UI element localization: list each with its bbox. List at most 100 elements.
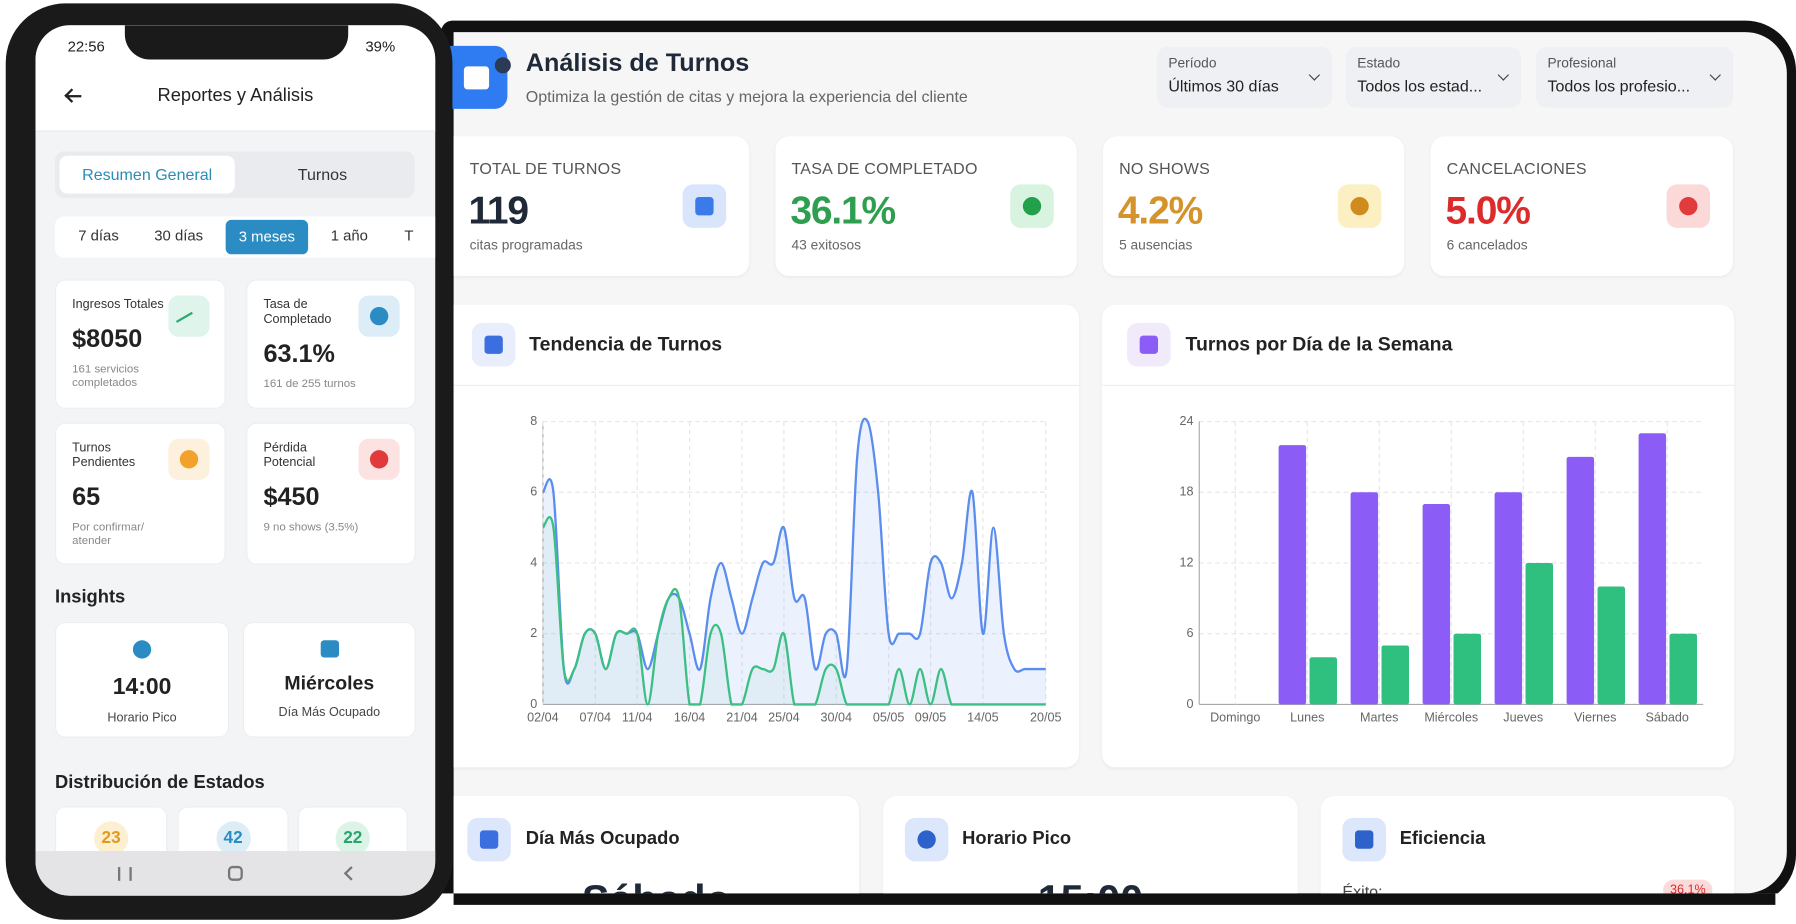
x-tick-label: 25/04	[768, 711, 799, 725]
stat-icon	[904, 817, 949, 862]
x-tick-label: Miércoles	[1424, 711, 1478, 725]
y-tick-label: 18	[1180, 485, 1194, 499]
x-tick-label: Lunes	[1290, 711, 1324, 725]
kpi-icon	[1666, 184, 1711, 228]
card-note: 9 no shows (3.5%)	[263, 521, 359, 534]
tab-active[interactable]: Resumen General	[59, 155, 235, 194]
kpi-note: 43 exitosos	[791, 237, 862, 254]
y-tick-label: 12	[1180, 555, 1194, 569]
icon-glyph	[479, 830, 499, 849]
bar	[1453, 633, 1482, 705]
card-label: Pérdida Potencial	[263, 440, 316, 470]
card-value: 65	[72, 482, 101, 511]
card-value: 63.1%	[263, 339, 335, 368]
x-tick-label: 14/05	[967, 711, 998, 725]
area	[542, 517, 1046, 705]
insight-card: Miércoles Día Más Ocupado	[242, 621, 416, 738]
bar	[1422, 504, 1451, 705]
nav-recent[interactable]	[117, 867, 132, 881]
kpi-label: TOTAL DE TURNOS	[469, 159, 622, 178]
section-title: Distribución de Estados	[54, 773, 265, 793]
insight-label: Día Más Ocupado	[278, 705, 381, 720]
summary-card: Turnos Pendientes 65 Por confirmar/ atende…	[54, 422, 226, 565]
icon-glyph	[369, 306, 389, 326]
icon-glyph	[1679, 197, 1698, 216]
section-title: Insights	[54, 587, 126, 608]
card-note: 161 de 255 turnos	[263, 377, 356, 391]
x-tick-label: 02/04	[527, 711, 558, 725]
kpi-note: citas programadas	[469, 237, 583, 254]
chart-title: Turnos por Día de la Semana	[1185, 333, 1453, 356]
insight-value: 14:00	[112, 674, 172, 700]
kpi-card: TASA DE COMPLETADO 36.1% 43 exitosos	[775, 136, 1077, 277]
insight-card: 14:00 Horario Pico	[54, 621, 230, 738]
notch	[124, 25, 349, 60]
stat-title: Eficiencia	[1399, 829, 1486, 849]
kpi-note: 6 cancelados	[1446, 237, 1528, 254]
tab[interactable]: Turnos	[297, 164, 348, 184]
period[interactable]: 1 año	[330, 226, 368, 244]
kpi-card: NO SHOWS 4.2% 5 ausencias	[1103, 136, 1405, 277]
kpi-value: 5.0%	[1445, 188, 1531, 233]
icon-glyph	[463, 66, 490, 90]
nav-home[interactable]	[227, 865, 243, 881]
icon-glyph	[1139, 335, 1159, 354]
y-tick-label: 4	[530, 555, 537, 569]
bar	[1669, 633, 1698, 705]
chart-card: Tendencia de Turnos	[453, 304, 1079, 768]
nav-back[interactable]	[343, 866, 359, 881]
stat-icon	[1342, 817, 1386, 862]
kpi-icon	[1337, 184, 1382, 228]
card-note: Por confirmar/ atender	[72, 521, 145, 548]
insight-icon	[132, 640, 152, 659]
back-arrow[interactable]	[65, 95, 82, 98]
period-active[interactable]: 3 meses	[225, 219, 309, 255]
divider	[453, 384, 1079, 387]
x-tick-label: Sábado	[1646, 711, 1689, 725]
icon-glyph	[1022, 197, 1042, 216]
dist-value: 22	[335, 821, 370, 856]
card-label: Tasa de Completado	[263, 297, 332, 327]
kpi-note: 5 ausencias	[1119, 237, 1193, 254]
line	[541, 516, 1046, 706]
icon-glyph	[175, 311, 203, 339]
bar	[1566, 456, 1595, 705]
filter[interactable]: Profesional Todos los profesio...	[1535, 46, 1734, 108]
summary-card: Tasa de Completado 63.1% 161 de 255 turnos	[246, 279, 416, 409]
period[interactable]: 30 días	[154, 226, 204, 244]
stat-title: Horario Pico	[962, 829, 1072, 849]
filter[interactable]: Estado Todos los estad...	[1345, 46, 1522, 108]
card-icon	[358, 295, 400, 337]
filter-label: Estado	[1357, 54, 1401, 72]
kpi-value: 119	[468, 188, 529, 233]
icon-glyph	[484, 335, 503, 354]
bar	[1525, 562, 1554, 705]
icon-glyph	[695, 197, 714, 216]
card-icon	[168, 438, 210, 480]
insight-label: Horario Pico	[107, 711, 177, 726]
status-battery: 39%	[365, 37, 396, 55]
bar	[1278, 445, 1307, 705]
filter[interactable]: Período Últimos 30 días	[1156, 46, 1333, 108]
card-label: Turnos Pendientes	[72, 440, 136, 470]
kpi-value: 4.2%	[1117, 188, 1203, 233]
x-tick-label: Martes	[1360, 711, 1398, 725]
period[interactable]: 7 días	[78, 226, 119, 244]
x-tick-label: Domingo	[1210, 711, 1260, 725]
y-tick-label: 2	[530, 626, 537, 640]
y-tick-label: 24	[1180, 414, 1194, 428]
period[interactable]: T	[404, 226, 414, 244]
dist-value: 42	[215, 821, 251, 856]
bar	[1494, 492, 1523, 705]
x-tick-label: 16/04	[674, 711, 705, 725]
filter-value: Últimos 30 días	[1168, 76, 1279, 96]
header-icon	[450, 45, 508, 109]
y-tick-label: 6	[530, 485, 537, 499]
x-tick-label: 07/04	[580, 711, 611, 725]
camera	[494, 57, 511, 74]
card-icon	[168, 295, 210, 339]
chart-icon	[1127, 323, 1171, 367]
summary-card: Ingresos Totales $8050 161 servicios compl…	[54, 279, 226, 409]
